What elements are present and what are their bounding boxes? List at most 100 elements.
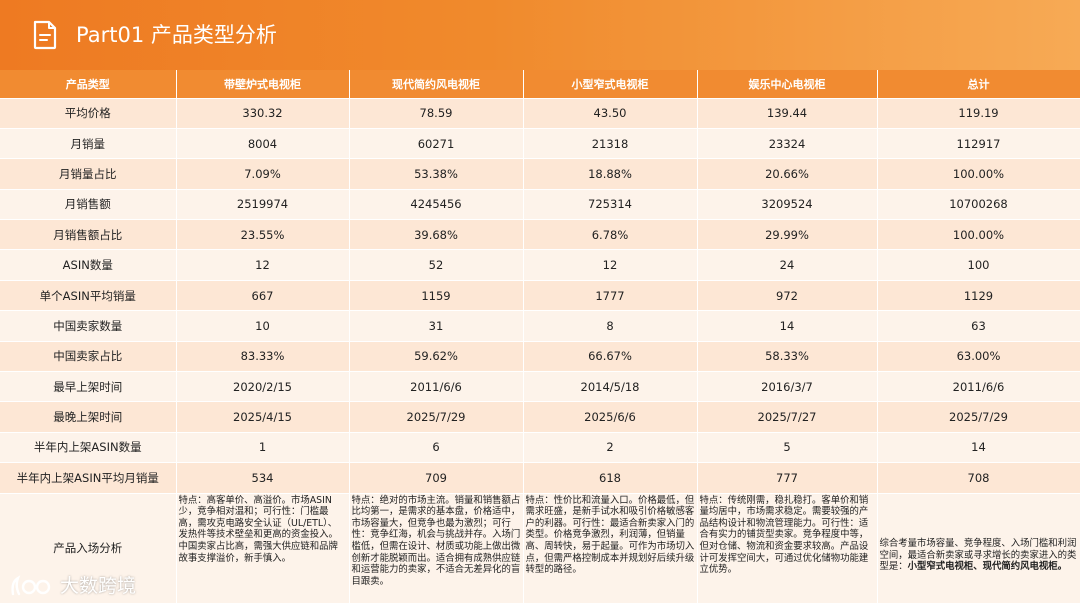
table-cell: 63: [877, 310, 1080, 342]
table-cell: 972: [697, 280, 878, 312]
table-cell: 100.00%: [877, 219, 1080, 251]
table-cell: 63.00%: [877, 341, 1080, 373]
table-cell: 667: [176, 280, 350, 312]
row-label: 最晚上架时间: [0, 401, 177, 433]
row-label: 月销量占比: [0, 158, 177, 190]
table-cell: 708: [877, 462, 1080, 494]
analysis-row: 产品入场分析 特点：高客单价、高溢价。市场ASIN少，竞争相对温和；可行性：门槛…: [0, 493, 1080, 604]
table-cell: 777: [697, 462, 878, 494]
table-cell: 12: [523, 249, 698, 281]
brand-name: 大数跨境: [60, 575, 137, 597]
table-cell: 2025/6/6: [523, 401, 698, 433]
table-cell: 2519974: [176, 189, 350, 221]
table-cell: 618: [523, 462, 698, 494]
table-cell: 2016/3/7: [697, 371, 878, 403]
table-cell: 23.55%: [176, 219, 350, 251]
table-cell: 43.50: [523, 98, 698, 129]
table-row: 平均价格 330.32 78.59 43.50 139.44 119.19: [0, 98, 1080, 129]
row-label: 月销量: [0, 128, 177, 160]
row-label: 产品入场分析: [0, 493, 177, 604]
row-label: 单个ASIN平均销量: [0, 280, 177, 312]
table-row: 半年内上架ASIN数量 1 6 2 5 14: [0, 432, 1080, 464]
table-row: 月销量占比 7.09% 53.38% 18.88% 20.66% 100.00%: [0, 158, 1080, 190]
column-header: 娱乐中心电视柜: [697, 70, 878, 99]
table-cell: 100: [877, 249, 1080, 281]
table-cell: 139.44: [697, 98, 878, 129]
table-cell: 5: [697, 432, 878, 464]
table-cell: 24: [697, 249, 878, 281]
summary-highlight: 小型窄式电视柜、现代简约风电视柜。: [907, 561, 1068, 573]
table-header-row: 产品类型 带壁炉式电视柜 现代简约风电视柜 小型窄式电视柜 娱乐中心电视柜 总计: [0, 70, 1080, 99]
product-type-table: 产品类型 带壁炉式电视柜 现代简约风电视柜 小型窄式电视柜 娱乐中心电视柜 总计…: [0, 70, 1080, 604]
table-cell: 6: [349, 432, 524, 464]
header-bar: Part01 产品类型分析: [0, 0, 1080, 70]
table-cell: 1159: [349, 280, 524, 312]
row-label: 最早上架时间: [0, 371, 177, 403]
table-cell: 2025/7/29: [877, 401, 1080, 433]
table-cell: 14: [697, 310, 878, 342]
table-cell: 29.99%: [697, 219, 878, 251]
table-cell: 8004: [176, 128, 350, 160]
row-label: 中国卖家占比: [0, 341, 177, 373]
table-cell: 18.88%: [523, 158, 698, 190]
table-cell: 709: [349, 462, 524, 494]
analysis-summary: 综合考量市场容量、竞争程度、入场门槛和利润空间，最适合新卖家或寻求增长的卖家进入…: [877, 493, 1080, 604]
table-cell: 3209524: [697, 189, 878, 221]
table-row: 月销量 8004 60271 21318 23324 112917: [0, 128, 1080, 160]
table-cell: 60271: [349, 128, 524, 160]
table-cell: 100.00%: [877, 158, 1080, 190]
table-row: 最早上架时间 2020/2/15 2011/6/6 2014/5/18 2016…: [0, 371, 1080, 403]
table-row: 半年内上架ASIN平均月销量 534 709 618 777 708: [0, 462, 1080, 494]
row-label: 中国卖家数量: [0, 310, 177, 342]
table-cell: 59.62%: [349, 341, 524, 373]
table-cell: 2011/6/6: [877, 371, 1080, 403]
table-row: 中国卖家占比 83.33% 59.62% 66.67% 58.33% 63.00…: [0, 341, 1080, 373]
table-cell: 534: [176, 462, 350, 494]
column-header: 带壁炉式电视柜: [176, 70, 350, 99]
row-label: 平均价格: [0, 98, 177, 129]
column-header: 总计: [877, 70, 1080, 99]
analysis-text: 特点：高客单价、高溢价。市场ASIN少，竞争相对温和；可行性：门槛最高，需攻克电…: [176, 493, 350, 604]
table-cell: 2025/7/27: [697, 401, 878, 433]
summary-text: 综合考量市场容量、竞争程度、入场门槛和利润空间，最适合新卖家或寻求增长的卖家进入…: [879, 538, 1077, 573]
table-cell: 2011/6/6: [349, 371, 524, 403]
analysis-text: 特点：绝对的市场主流。销量和销售额占比均第一，是需求的基本盘，价格适中，市场容量…: [349, 493, 524, 604]
table-cell: 10700268: [877, 189, 1080, 221]
table-cell: 330.32: [176, 98, 350, 129]
table-cell: 78.59: [349, 98, 524, 129]
table-cell: 8: [523, 310, 698, 342]
analysis-text: 特点：性价比和流量入口。价格最低，但需求旺盛，是新手试水和吸引价格敏感客户的利器…: [523, 493, 698, 604]
row-label: 半年内上架ASIN平均月销量: [0, 462, 177, 494]
column-header: 现代简约风电视柜: [349, 70, 524, 99]
table-row: ASIN数量 12 52 12 24 100: [0, 249, 1080, 281]
table-cell: 23324: [697, 128, 878, 160]
brand-watermark: 大数跨境: [10, 572, 150, 600]
page-title: Part01 产品类型分析: [76, 23, 277, 47]
table-cell: 52: [349, 249, 524, 281]
table-cell: 2025/4/15: [176, 401, 350, 433]
table-cell: 10: [176, 310, 350, 342]
table-cell: 66.67%: [523, 341, 698, 373]
table-cell: 2025/7/29: [349, 401, 524, 433]
document-icon: [33, 20, 57, 50]
table-cell: 83.33%: [176, 341, 350, 373]
table-row: 最晚上架时间 2025/4/15 2025/7/29 2025/6/6 2025…: [0, 401, 1080, 433]
table-cell: 20.66%: [697, 158, 878, 190]
table-cell: 14: [877, 432, 1080, 464]
table-cell: 1129: [877, 280, 1080, 312]
table-cell: 12: [176, 249, 350, 281]
table-cell: 2014/5/18: [523, 371, 698, 403]
table-cell: 119.19: [877, 98, 1080, 129]
table-cell: 2: [523, 432, 698, 464]
row-label: ASIN数量: [0, 249, 177, 281]
row-label: 月销售额占比: [0, 219, 177, 251]
table-cell: 112917: [877, 128, 1080, 160]
table-cell: 58.33%: [697, 341, 878, 373]
table-cell: 6.78%: [523, 219, 698, 251]
table-row: 单个ASIN平均销量 667 1159 1777 972 1129: [0, 280, 1080, 312]
table-cell: 2020/2/15: [176, 371, 350, 403]
row-label: 月销售额: [0, 189, 177, 221]
column-header: 产品类型: [0, 70, 177, 99]
table-row: 中国卖家数量 10 31 8 14 63: [0, 310, 1080, 342]
analysis-text: 特点：传统刚需，稳扎稳打。客单价和销量均居中，市场需求稳定。需要较强的产品结构设…: [697, 493, 878, 604]
